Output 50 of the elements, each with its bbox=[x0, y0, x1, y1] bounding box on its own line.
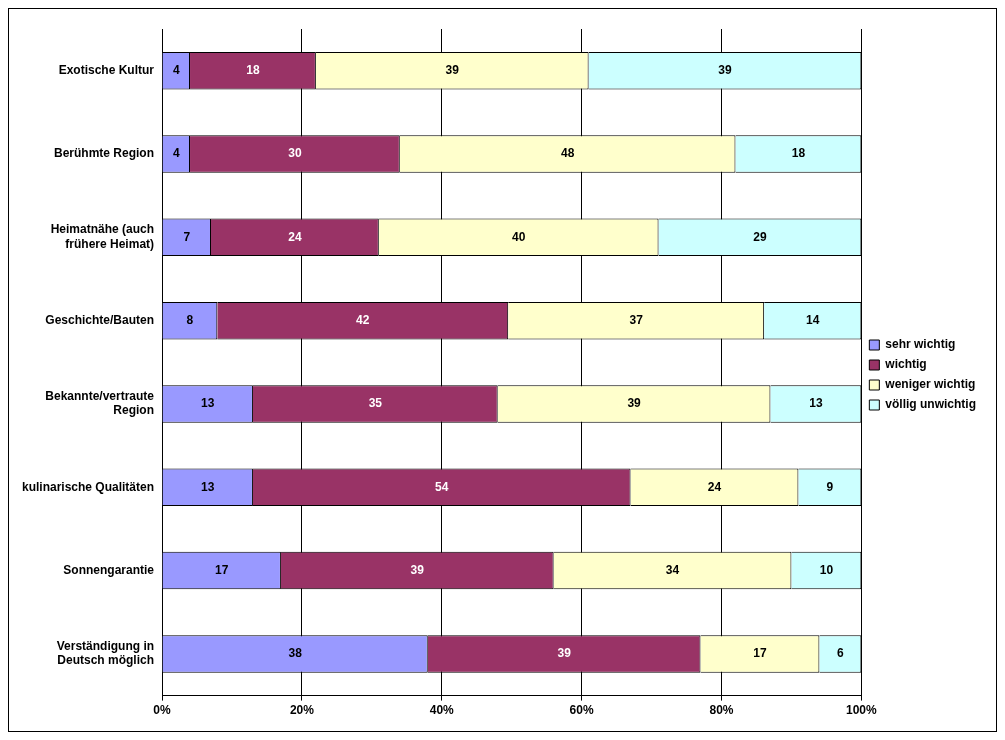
data-label: 10 bbox=[819, 562, 834, 577]
data-label: 40 bbox=[512, 229, 526, 244]
x-tick-label: 60% bbox=[569, 703, 594, 718]
data-label: 9 bbox=[826, 479, 834, 494]
y-tick-label: Exotische Kultur bbox=[58, 62, 155, 77]
x-tick-label: 0% bbox=[153, 703, 172, 718]
x-tick-label: 20% bbox=[289, 703, 315, 718]
y-tick-label: Heimatnähe (auch frühere Heimat) bbox=[50, 222, 155, 251]
data-label: 4 bbox=[172, 146, 180, 161]
data-label: 14 bbox=[806, 312, 820, 327]
data-label: 39 bbox=[627, 396, 642, 411]
data-label: 48 bbox=[560, 146, 575, 161]
x-tick-label: 100% bbox=[845, 703, 878, 718]
y-tick-label: Sonnengarantie bbox=[63, 562, 155, 577]
y-tick-label: Geschichte/Bauten bbox=[45, 312, 155, 327]
x-tick-label: 80% bbox=[709, 703, 734, 718]
data-label: 13 bbox=[809, 396, 823, 411]
data-label: 34 bbox=[665, 562, 680, 577]
legend-label: völlig unwichtig bbox=[885, 397, 977, 412]
data-label: 39 bbox=[557, 646, 572, 661]
data-label: 17 bbox=[753, 646, 767, 661]
data-label: 42 bbox=[356, 312, 370, 327]
x-tick-label: 40% bbox=[429, 703, 455, 718]
data-label: 35 bbox=[368, 396, 383, 411]
legend-label: weniger wichtig bbox=[884, 377, 976, 392]
data-label: 24 bbox=[288, 229, 302, 244]
data-label: 6 bbox=[837, 646, 845, 661]
y-tick-label: Verständigung in Deutsch möglich bbox=[56, 639, 155, 668]
data-label: 39 bbox=[445, 62, 460, 77]
legend-label: sehr wichtig bbox=[885, 337, 956, 352]
data-label: 39 bbox=[410, 562, 425, 577]
y-tick-label: Bekannte/vertraute Region bbox=[45, 389, 155, 418]
data-label: 39 bbox=[718, 62, 732, 77]
data-label: 24 bbox=[707, 479, 722, 494]
data-label: 54 bbox=[435, 479, 449, 494]
data-label: 37 bbox=[629, 312, 644, 327]
data-label: 38 bbox=[288, 646, 303, 661]
data-label: 8 bbox=[186, 312, 194, 327]
data-label: 13 bbox=[201, 479, 215, 494]
data-label: 18 bbox=[791, 146, 806, 161]
legend-label: wichtig bbox=[884, 357, 927, 372]
data-label: 17 bbox=[215, 562, 229, 577]
data-label: 7 bbox=[183, 229, 191, 244]
data-label: 29 bbox=[753, 229, 767, 244]
data-label: 13 bbox=[201, 396, 215, 411]
data-label: 4 bbox=[172, 62, 180, 77]
y-tick-label: Berühmte Region bbox=[54, 146, 155, 161]
data-label: 18 bbox=[246, 62, 260, 77]
y-tick-label: kulinarische Qualitäten bbox=[21, 479, 155, 494]
data-label: 30 bbox=[288, 146, 302, 161]
